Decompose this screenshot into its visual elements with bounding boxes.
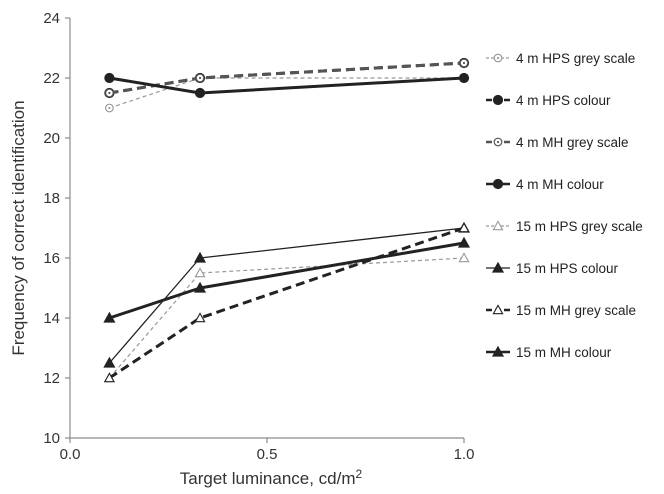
data-point: [103, 311, 116, 323]
x-axis-title-superscript: 2: [356, 467, 363, 481]
y-tick-label: 24: [43, 10, 60, 27]
legend-label: 15 m HPS colour: [516, 261, 619, 276]
legend-swatch-marker: [492, 178, 504, 190]
legend-swatch-marker: [492, 220, 504, 231]
data-point: [104, 72, 115, 84]
series-layer: [103, 57, 471, 383]
data-point: [193, 281, 207, 293]
series-4: [104, 72, 470, 99]
y-tick-label: 20: [43, 130, 60, 147]
data-point: [194, 267, 206, 278]
x-tick-label: 0.0: [60, 446, 81, 463]
data-point: [458, 72, 470, 84]
y-tick-label: 10: [43, 430, 60, 447]
series-line: [108, 257, 465, 379]
legend-entry: 4 m HPS colour: [486, 93, 611, 108]
legend-entry: 15 m MH grey scale: [486, 303, 636, 318]
series-line: [108, 226, 465, 380]
series-line: [109, 77, 464, 109]
data-point: [194, 87, 206, 99]
legend-entry: 4 m HPS grey scale: [486, 51, 635, 66]
legend-label: 4 m MH grey scale: [516, 135, 629, 150]
data-point: [458, 222, 470, 233]
y-tick-label: 12: [43, 370, 60, 387]
y-tick-label: 14: [43, 310, 60, 327]
legend-entry: 15 m HPS grey scale: [486, 219, 643, 234]
legend-entry: 15 m HPS colour: [486, 261, 619, 276]
data-point: [194, 312, 206, 323]
x-tick-label: 1.0: [454, 446, 475, 463]
legend-swatch-marker-center: [496, 140, 500, 144]
data-point-center: [198, 76, 202, 80]
legend-swatch-marker: [492, 94, 504, 106]
data-point: [193, 251, 207, 263]
legend-label: 15 m MH grey scale: [516, 303, 636, 318]
legend-label: 4 m HPS grey scale: [516, 51, 635, 66]
x-axis-title: Target luminance, cd/m2: [180, 467, 363, 488]
data-point-center: [108, 91, 111, 95]
data-point: [103, 356, 116, 368]
series-3: [104, 58, 469, 98]
data-point: [457, 236, 471, 248]
legend-entry: 15 m MH colour: [486, 345, 612, 360]
y-tick-label: 18: [43, 190, 60, 207]
legend-entry: 4 m MH colour: [486, 177, 604, 192]
series-line: [108, 241, 465, 320]
x-ticks: 0.0 0.5 1.0: [60, 438, 475, 463]
legend-label: 15 m HPS grey scale: [516, 219, 643, 234]
y-axis-title: Frequency of correct identification: [9, 100, 28, 355]
legend-swatch-marker: [491, 261, 505, 273]
data-point-center: [108, 106, 111, 110]
series-line: [109, 76, 465, 95]
x-tick-label: 0.5: [257, 446, 278, 463]
y-tick-label: 16: [43, 250, 60, 267]
legend-swatch-marker: [491, 345, 505, 357]
y-ticks: 10 12 14 16 18 20 22 24: [43, 10, 70, 447]
legend-label: 4 m HPS colour: [516, 93, 611, 108]
legend-swatch-marker-center: [496, 56, 500, 60]
data-point-center: [462, 61, 466, 65]
legend: 4 m HPS grey scale 4 m HPS colour 4 m MH g…: [486, 51, 643, 360]
legend-entry: 4 m MH grey scale: [486, 135, 629, 150]
legend-label: 4 m MH colour: [516, 177, 604, 192]
series-8: [103, 236, 471, 323]
data-point: [103, 372, 115, 383]
legend-label: 15 m MH colour: [516, 345, 612, 360]
y-tick-label: 22: [43, 70, 60, 87]
data-point: [458, 252, 470, 263]
legend-swatch-marker: [492, 304, 504, 315]
